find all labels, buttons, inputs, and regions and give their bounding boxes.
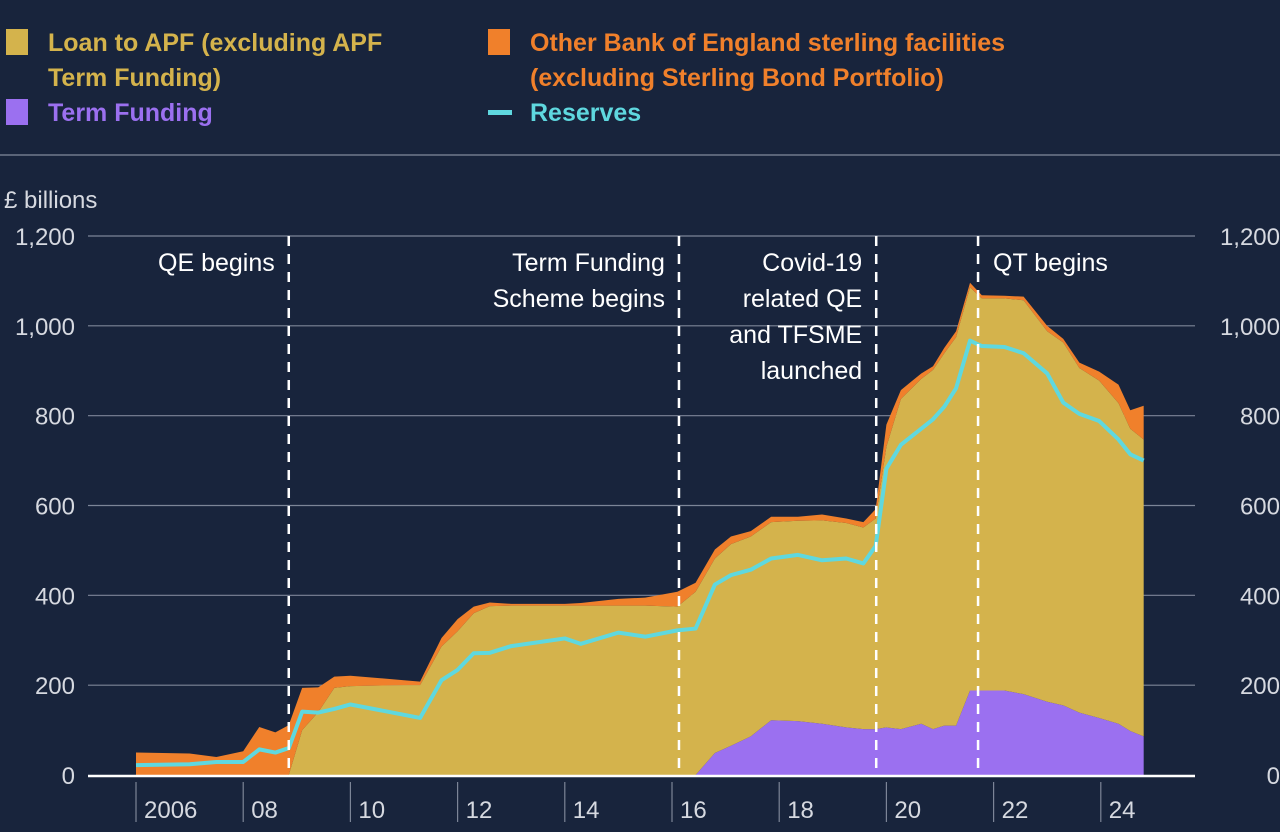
- x-axis: 2006 08 10 12 14 16 18 20 22 24: [88, 774, 1195, 824]
- legend-swatch: [6, 29, 28, 55]
- y-tick-label-left: 800: [35, 404, 75, 431]
- x-tick-label: 14: [573, 797, 600, 824]
- annotation-text: related QE: [743, 285, 863, 313]
- legend-label: (excluding Sterling Bond Portfolio): [530, 64, 944, 92]
- annotation-text: and TFSME: [729, 321, 862, 349]
- y-tick-label-left: 400: [35, 583, 75, 610]
- y-tick-label-right: 1,000: [1220, 314, 1280, 341]
- legend-label: Loan to APF (excluding APF: [48, 29, 382, 57]
- y-tick-label-right: 600: [1240, 494, 1280, 521]
- annotation-text: Scheme begins: [493, 285, 665, 313]
- line-reserves: [135, 338, 1145, 768]
- x-tick-label: 12: [466, 797, 493, 824]
- y-tick-label-left: 600: [35, 494, 75, 521]
- legend-line-swatch: [488, 110, 512, 115]
- x-tick-label: 18: [787, 797, 814, 824]
- legend-swatch: [6, 99, 28, 125]
- legend-label: Term Funding: [48, 99, 213, 127]
- x-tick-label: 2006: [144, 797, 197, 824]
- y-tick-label-left: 1,000: [15, 314, 75, 341]
- y-tick-label-right: 400: [1240, 583, 1280, 610]
- annotation-text: QT begins: [993, 249, 1108, 277]
- annotation-text: Term Funding: [512, 249, 665, 277]
- legend-label: Other Bank of England sterling facilitie…: [530, 29, 1005, 57]
- x-tick-label: 20: [894, 797, 921, 824]
- annotation-text: launched: [761, 357, 862, 385]
- area-loan: [136, 287, 1144, 775]
- y-tick-label-right: 800: [1240, 404, 1280, 431]
- x-tick-label: 10: [358, 797, 385, 824]
- y-tick-label-left: 0: [62, 763, 75, 790]
- y-tick-label-right: 0: [1267, 763, 1280, 790]
- x-tick-label: 08: [251, 797, 278, 824]
- annotation-text: QE begins: [158, 249, 275, 277]
- legend-label: Term Funding): [48, 64, 221, 92]
- y-tick-label-right: 1,200: [1220, 224, 1280, 251]
- areas: [136, 282, 1144, 775]
- legend-label: Reserves: [530, 99, 641, 127]
- series-lines: [135, 338, 1145, 768]
- y-tick-label-left: 200: [35, 673, 75, 700]
- x-tick-label: 16: [680, 797, 707, 824]
- y-axis-label: £ billions: [4, 187, 97, 214]
- annotation-text: Covid-19: [762, 249, 862, 277]
- area-term: [136, 690, 1144, 775]
- y-tick-label-right: 200: [1240, 673, 1280, 700]
- y-tick-label-left: 1,200: [15, 224, 75, 251]
- legend: Loan to APF (excluding APF Term Funding) T…: [6, 29, 1005, 127]
- x-tick-label: 24: [1109, 797, 1136, 824]
- annotations: QE begins Term Funding Scheme begins Covid-…: [158, 236, 1108, 775]
- x-tick-label: 22: [1002, 797, 1029, 824]
- legend-swatch: [488, 29, 510, 55]
